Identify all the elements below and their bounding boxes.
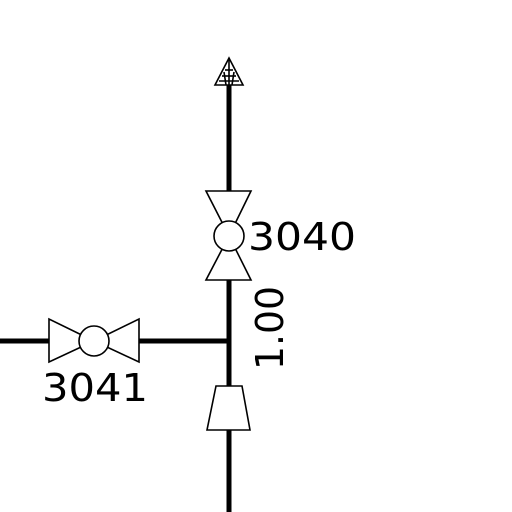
valve-3040-tag: 3040 [248, 215, 356, 259]
pipe-dimension-label: 1.00 [248, 286, 292, 370]
reducer-icon [206, 385, 251, 431]
valve-3040-icon [204, 190, 253, 281]
flow-arrow-icon [213, 56, 245, 86]
valve-3041-icon [48, 317, 140, 364]
valve-3041-tag: 3041 [42, 366, 148, 410]
